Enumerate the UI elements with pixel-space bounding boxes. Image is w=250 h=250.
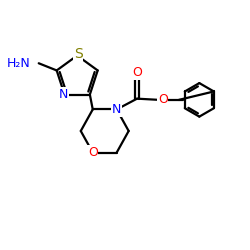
Text: O: O [132,66,142,79]
Text: O: O [158,93,168,106]
Text: H₂N: H₂N [6,57,30,70]
Text: S: S [74,47,83,61]
Text: N: N [59,88,68,101]
Text: N: N [112,103,122,116]
Text: O: O [88,146,98,159]
